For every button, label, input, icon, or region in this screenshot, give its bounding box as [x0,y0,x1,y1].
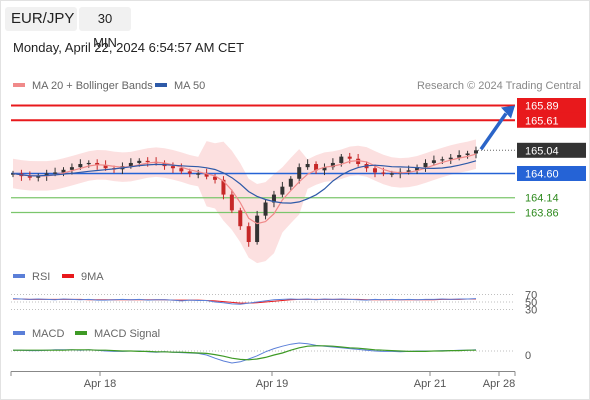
candle-body-51 [440,159,445,161]
pivot-tag [517,165,586,181]
candle-body-38 [330,162,335,168]
rsi-ma-label: 9MA [81,271,104,283]
x-tick-label-0: Apr 18 [84,378,116,390]
rsi-swatch [13,274,25,279]
candle-body-53 [457,155,462,158]
macd-tick-label-0: 0 [525,350,531,362]
currency-pair-label: EUR/JPY [11,10,75,27]
legend-macd-signal: MACD Signal [75,328,160,340]
candle-body-8 [78,164,83,168]
ma20-line [12,153,477,225]
x-tick-label-2: Apr 21 [414,378,446,390]
timeframe-label: 30 MIN [93,11,117,50]
candle-body-55 [474,150,478,154]
candle-body-54 [465,153,470,156]
legend-ma50: MA 50 [155,80,205,92]
forecast-arrow-shaft [479,112,508,151]
candle-body-37 [322,167,327,171]
macd-signal-swatch [75,331,87,336]
candle-body-52 [448,157,453,160]
candle-body-33 [288,178,293,187]
rsi-label: RSI [32,271,51,283]
candle-body-9 [86,162,91,165]
rsi-ma-swatch [62,274,74,279]
candle-body-24 [213,176,218,180]
support-label-4: 164.14 [525,193,559,205]
x-tick-label-1: Apr 19 [256,378,288,390]
copyright-text: Research © 2024 Trading Central [416,80,581,92]
candle-body-14 [128,162,133,167]
candle-body-44 [381,172,386,174]
legend-ma20: MA 20 + Bollinger Bands [13,80,153,92]
candle-body-48 [415,167,420,171]
macd-label: MACD [32,328,65,340]
candle-body-39 [339,156,344,163]
pivot-label: 164.60 [525,168,559,180]
candle-body-2 [27,176,32,178]
candle-body-19 [170,166,175,169]
candle-body-16 [145,160,150,163]
candle-body-41 [356,158,361,165]
x-tick-label-3: Apr 28 [483,378,515,390]
candle-body-25 [221,179,226,195]
timestamp: Monday, April 22, 2024 6:54:57 AM CET [13,40,245,55]
candle-body-15 [137,160,142,163]
resistance-tag-1 [517,112,586,128]
candle-body-50 [431,160,436,163]
legend-rsi-ma: 9MA [62,271,104,283]
candle-body-20 [179,168,184,172]
candle-body-30 [263,202,268,216]
currency-pair-button[interactable]: EUR/JPY [5,7,77,31]
rsi-tick-label-0: 70 [525,290,537,302]
rsi-tick-label-2: 30 [525,305,537,317]
ma50-swatch [155,83,167,88]
candle-body-5 [53,172,58,174]
bollinger-band-area [13,139,476,264]
candle-body-49 [423,162,428,168]
candle-body-6 [61,169,66,173]
candle-body-23 [204,173,209,177]
forecast-arrow-head [501,105,515,119]
rsi-tick-label-1: 50 [525,297,537,309]
ma50-label: MA 50 [174,80,206,92]
candle-body-27 [238,210,243,227]
ma50-line [12,160,477,204]
legend-macd: MACD [13,328,64,340]
candle-body-3 [36,176,41,178]
current-price-tag [517,142,586,158]
candle-body-43 [372,168,377,173]
ma20-label: MA 20 + Bollinger Bands [32,80,153,92]
resistance-label-0: 165.89 [525,101,559,113]
candle-body-10 [95,162,100,166]
candle-body-35 [305,164,310,168]
macd-swatch [13,331,25,336]
candle-body-28 [246,226,251,243]
candle-body-22 [196,173,201,175]
candle-body-31 [271,194,276,203]
resistance-label-1: 165.61 [525,115,559,127]
candle-body-21 [187,171,192,174]
candle-body-47 [406,170,411,172]
macd-signal-line [13,345,476,361]
candle-body-40 [347,156,352,159]
candle-body-7 [69,167,74,170]
candle-body-45 [389,173,394,175]
candle-body-11 [103,165,108,169]
candle-body-29 [255,215,260,243]
legend-rsi: RSI [13,271,50,283]
candle-body-26 [229,194,234,211]
current-price-label: 165.04 [525,145,559,157]
candle-body-36 [314,164,319,171]
candle-body-32 [280,186,285,195]
ma20-swatch [13,83,25,88]
rsi-line [12,298,477,305]
timeframe-button[interactable]: 30 MIN [79,7,131,50]
support-label-5: 163.86 [525,208,559,220]
resistance-tag-0 [517,98,586,113]
macd-signal-label: MACD Signal [94,328,161,340]
candle-body-34 [297,167,302,179]
